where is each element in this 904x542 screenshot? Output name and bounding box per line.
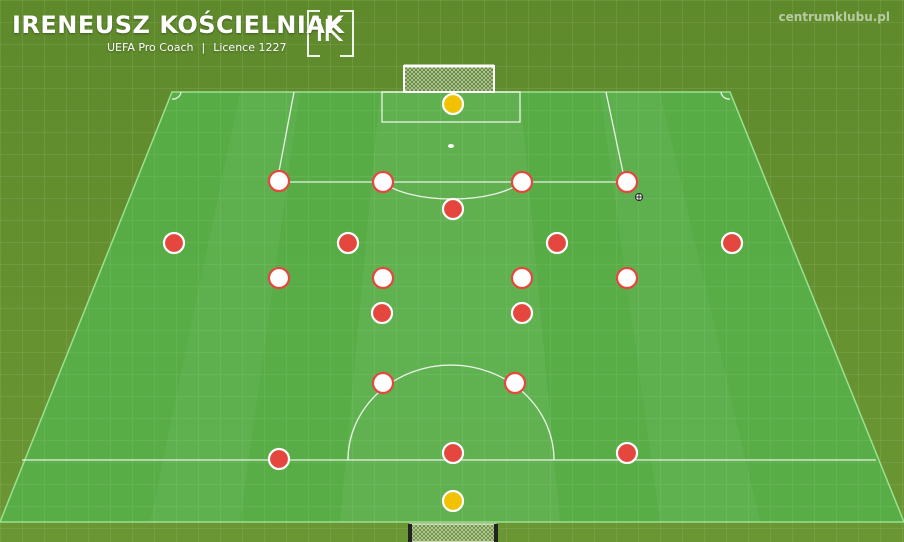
- player-marker-top-inner-left: [371, 170, 395, 194]
- player-marker-mid-wide-right: [720, 231, 744, 255]
- website-watermark: centrumklubu.pl: [778, 10, 890, 24]
- player-marker-lower-inner-left: [371, 266, 395, 290]
- coach-licence: Licence 1227: [213, 41, 287, 54]
- top-penalty-spot: [448, 144, 454, 148]
- coach-credentials: UEFA Pro Coach | Licence 1227: [107, 41, 286, 54]
- top-penalty-side-right: [605, 91, 626, 183]
- player-marker-top-center: [441, 197, 465, 221]
- player-marker-back-center: [441, 441, 465, 465]
- players-layer: [162, 92, 744, 513]
- top-penalty-side-left: [276, 91, 295, 183]
- player-marker-mid-right: [545, 231, 569, 255]
- player-marker-gk-top: [441, 92, 465, 116]
- center-circle: [347, 364, 555, 461]
- coach-name: IRENEUSZ KOŚCIELNIAK: [12, 11, 345, 39]
- pitch-grid: [0, 92, 904, 522]
- player-marker-top-outer-left: [267, 169, 291, 193]
- cursor-icon: [635, 193, 643, 201]
- player-marker-back-left: [267, 447, 291, 471]
- player-marker-lower-outer-left: [267, 266, 291, 290]
- player-marker-mid-left: [336, 231, 360, 255]
- coach-title: UEFA Pro Coach: [107, 41, 194, 54]
- bottom-goal: [408, 523, 498, 542]
- player-marker-lower-outer-right: [615, 266, 639, 290]
- top-corner-arc-right: [720, 91, 731, 100]
- logo-text: IK: [315, 14, 343, 49]
- player-marker-gk-bottom: [441, 489, 465, 513]
- player-marker-lower-inner-right: [510, 266, 534, 290]
- player-marker-pivot-left: [370, 301, 394, 325]
- player-marker-pivot-right: [510, 301, 534, 325]
- player-marker-arc-right: [503, 371, 527, 395]
- player-marker-back-right: [615, 441, 639, 465]
- top-goal: [403, 64, 495, 93]
- player-marker-arc-left: [371, 371, 395, 395]
- top-corner-arc-left: [171, 91, 182, 100]
- top-six-yard-box: [381, 91, 521, 123]
- credentials-separator: |: [201, 41, 206, 54]
- player-marker-top-outer-right: [615, 170, 639, 194]
- player-marker-mid-wide-left: [162, 231, 186, 255]
- logo-icon: [307, 10, 354, 57]
- player-marker-top-inner-right: [510, 170, 534, 194]
